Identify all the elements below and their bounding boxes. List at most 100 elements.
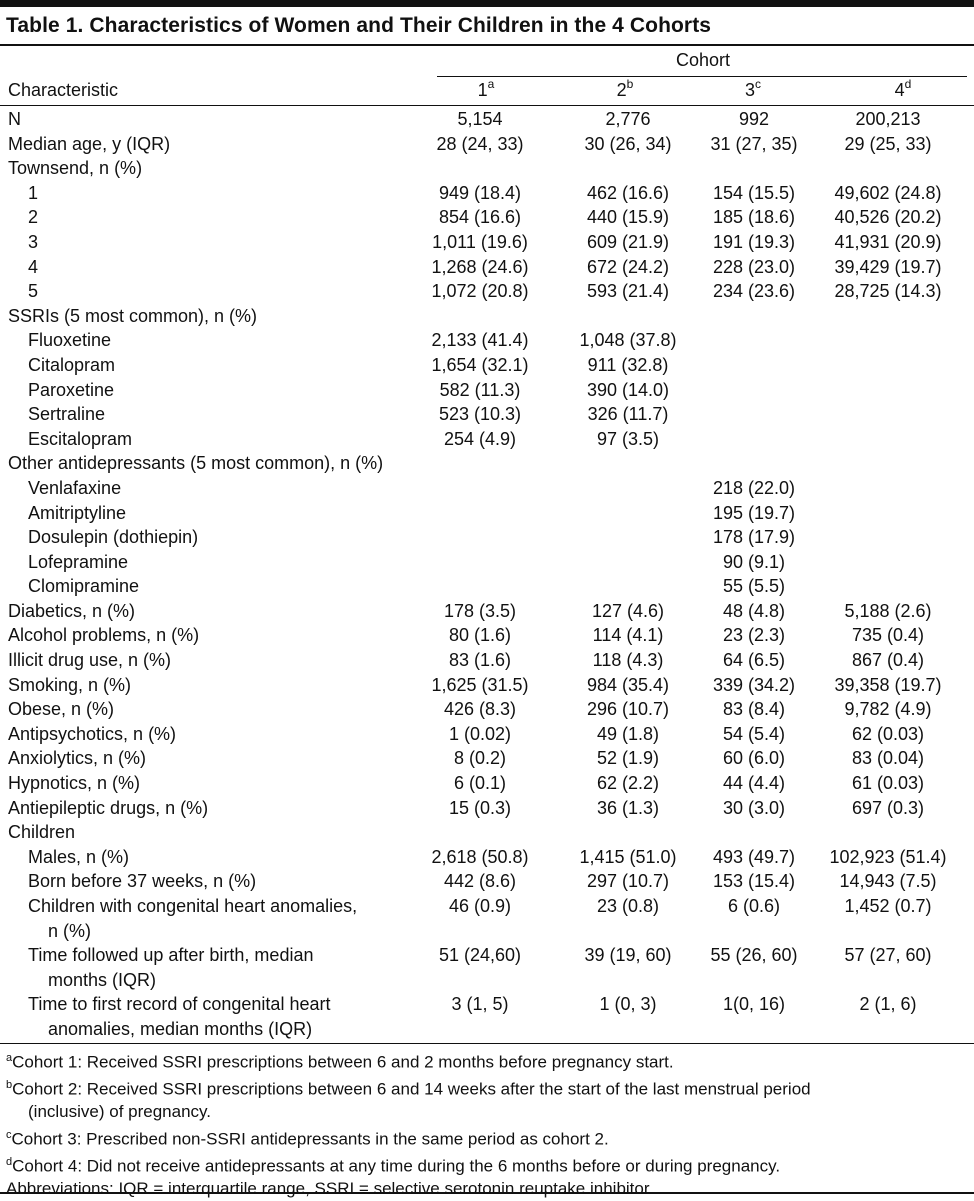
row-label: SSRIs (5 most common), n (%) [8,305,258,326]
abbreviations-note: Abbreviations: IQR = interquartile range… [6,1179,654,1199]
cohort-2-value: 49 (1.8) [596,723,660,744]
row-label: 3 [28,231,39,252]
cohort-2-value: 62 (2.2) [596,773,660,794]
cohort-4-value: 39,358 (19.7) [834,674,942,695]
row-label-line-2: months (IQR) [48,969,157,990]
row-label: Diabetics, n (%) [8,600,136,621]
row-label: Males, n (%) [28,846,130,867]
cohort-1-value: 1,011 (19.6) [432,231,528,252]
table-row: Escitalopram 254 (4.9) 97 (3.5) [0,427,974,452]
cohort-3-value: 48 (4.8) [722,600,786,621]
cohort-3-value: 1(0, 16) [722,994,786,1014]
cohort-2-value: 984 (35.4) [586,674,670,695]
row-label-line-2: anomalies, median months (IQR) [48,1018,313,1039]
cohort-1-value: 6 (0.1) [453,773,507,794]
cohort-3-value: 191 (19.3) [712,231,796,252]
cohort-1-value: 80 (1.6) [448,625,512,646]
row-label: Illicit drug use, n (%) [8,650,172,671]
row-label: Time to first record of congenital heart… [28,992,388,1041]
footnote-d: dCohort 4: Did not receive antidepressan… [6,1155,781,1176]
row-label: Antipsychotics, n (%) [8,723,177,744]
cohort-3-value: 30 (3.0) [722,797,786,818]
cohort-2-value: 462 (16.6) [586,182,670,203]
table-row: Venlafaxine 218 (22.0) [0,476,974,501]
cohort-rule [437,76,967,77]
title-rule [0,44,974,46]
cohort-1-value: 28 (24, 33) [436,133,524,154]
table-row: Anxiolytics, n (%) 8 (0.2) 52 (1.9) 60 (6.0… [0,746,974,771]
cohort-4-value: 49,602 (24.8) [834,182,942,203]
cohort-4-value: 5,188 (2.6) [844,600,932,621]
row-label: Escitalopram [28,428,133,449]
cohort-3-value: 90 (9.1) [722,551,786,572]
cohort-2-value: 390 (14.0) [586,379,670,400]
table-row: Diabetics, n (%) 178 (3.5) 127 (4.6) 48 (4.… [0,599,974,624]
cohort-3-value: 154 (15.5) [712,182,796,203]
table-row: Alcohol problems, n (%) 80 (1.6) 114 (4.1)… [0,623,974,648]
row-label: Alcohol problems, n (%) [8,625,200,646]
cohort-1-value: 1 (0.02) [448,723,512,744]
row-label: 1 [28,182,39,203]
table-row: Antipsychotics, n (%) 1 (0.02) 49 (1.8) 54 … [0,722,974,747]
row-label: Antiepileptic drugs, n (%) [8,797,209,818]
cohort-3-value: 83 (8.4) [722,699,786,720]
footnote-a: aCohort 1: Received SSRI prescriptions b… [6,1052,674,1072]
characteristic-header: Characteristic [8,80,119,100]
table-row: Fluoxetine 2,133 (41.4) 1,048 (37.8) [0,328,974,353]
cohort-3-value: 153 (15.4) [712,871,796,892]
cohort-1-value: 51 (24,60) [438,945,522,965]
column-header-1: 1a [477,77,495,100]
header-rule [0,105,974,106]
cohort-1-value: 582 (11.3) [439,379,521,400]
table-row: Time followed up after birth, median mont… [0,943,974,992]
row-label: Sertraline [28,404,106,425]
table-row: Dosulepin (dothiepin) 178 (17.9) [0,525,974,550]
row-label: Dosulepin (dothiepin) [28,527,199,548]
cohort-4-value: 39,429 (19.7) [834,256,942,277]
table-row: Other antidepressants (5 most common), n… [0,451,974,476]
cohort-4-value: 2 (1, 6) [859,994,917,1014]
cohort-4-value: 735 (0.4) [851,625,925,646]
cohort-2-value: 39 (19, 60) [584,945,672,965]
footnote-c: cCohort 3: Prescribed non-SSRI antidepre… [6,1128,609,1149]
cohort-1-value: 2,133 (41.4) [431,330,529,351]
cohort-1-value: 854 (16.6) [438,207,522,228]
cohort-1-value: 46 (0.9) [448,896,512,916]
cohort-2-value: 326 (11.7) [587,404,669,425]
cohort-2-value: 1 (0, 3) [599,994,657,1014]
table-row: Children with congenital heart anomalies… [0,894,974,943]
row-label: Lofepramine [28,551,129,572]
cohort-3-value: 55 (26, 60) [710,945,798,965]
cohort-2-value: 52 (1.9) [596,748,660,769]
cohort-2-value: 36 (1.3) [596,797,660,818]
cohort-3-value: 178 (17.9) [712,527,796,548]
table-row: Median age, y (IQR) 28 (24, 33) 30 (26, 34… [0,132,974,157]
cohort-2-value: 672 (24.2) [586,256,670,277]
column-header-2: 2b [616,77,634,100]
table-row: Obese, n (%) 426 (8.3) 296 (10.7) 83 (8.4) 9… [0,697,974,722]
cohort-3-value: 23 (2.3) [722,625,786,646]
cohort-1-value: 523 (10.3) [438,404,522,425]
row-label: 5 [28,281,39,302]
row-label: 4 [28,256,39,277]
cohort-2-value: 1,048 (37.8) [579,330,677,351]
cohort-1-value: 1,654 (32.1) [431,354,529,375]
cohort-1-value: 1,072 (20.8) [431,281,529,302]
cohort-header: Cohort [675,50,731,70]
cohort-1-value: 949 (18.4) [438,182,522,203]
table-row: N 5,154 2,776 992 200,213 [0,107,974,132]
table-row: Time to first record of congenital heart… [0,992,974,1041]
row-label-line-2: n (%) [48,920,92,941]
row-label: Time followed up after birth, median mont… [28,943,388,992]
cohort-2-value: 118 (4.3) [592,650,664,671]
row-label: Venlafaxine [28,477,122,498]
cohort-4-value: 61 (0.03) [851,773,925,794]
cohort-4-value: 62 (0.03) [851,723,925,744]
cohort-1-value: 178 (3.5) [443,600,517,621]
row-label: Smoking, n (%) [8,674,132,695]
table-row: Townsend, n (%) [0,156,974,181]
bottom-rule [0,1192,974,1194]
table-row: Hypnotics, n (%) 6 (0.1) 62 (2.2) 44 (4.4) 6… [0,771,974,796]
footnote-b-continued: (inclusive) of pregnancy. [28,1102,211,1122]
row-label: Anxiolytics, n (%) [8,748,147,769]
